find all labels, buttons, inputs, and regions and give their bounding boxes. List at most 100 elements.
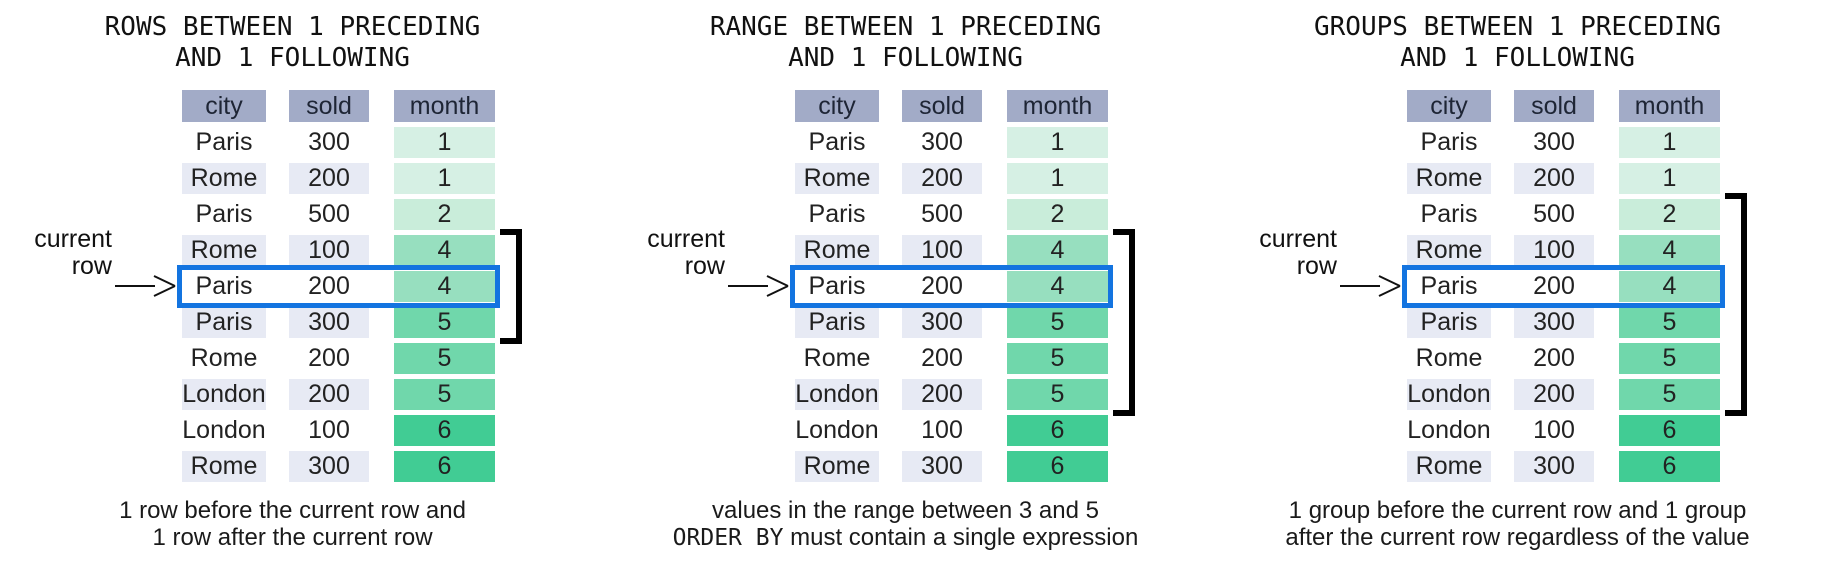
- current-row-outline: [790, 265, 1113, 308]
- cell-sold: 300: [289, 451, 369, 482]
- table-header-row: city sold month: [1225, 90, 1810, 122]
- title-line1: RANGE BETWEEN 1 PRECEDING: [709, 12, 1102, 42]
- cell-city: London: [1407, 379, 1491, 410]
- cell-city: Paris: [195, 272, 253, 300]
- current-row-label: current row: [1225, 226, 1337, 280]
- cell-month: 5: [394, 343, 495, 374]
- cell-city: Rome: [1407, 451, 1491, 482]
- cell-sold: 300: [902, 307, 982, 338]
- panel-rows: ROWS BETWEEN 1 PRECEDING AND 1 FOLLOWING…: [0, 0, 585, 574]
- cell-sold: 100: [1533, 416, 1575, 444]
- table-row: London 200 5: [0, 379, 585, 410]
- cell-month: 5: [1619, 307, 1720, 338]
- header-cell-month: month: [394, 90, 495, 122]
- current-row-arrow-icon: [1340, 275, 1401, 297]
- table-row: Rome 200 5: [0, 343, 585, 374]
- current-row-outline: [1402, 265, 1725, 308]
- table-row: London 200 5: [613, 379, 1198, 410]
- cell-month: 4: [1619, 271, 1720, 302]
- frame-bracket: [1113, 229, 1135, 416]
- cell-city: London: [795, 379, 879, 410]
- cell-city: Rome: [803, 344, 871, 372]
- cell-month: 1: [394, 163, 495, 194]
- header-cell-sold: sold: [289, 90, 369, 122]
- cell-sold: 300: [1514, 307, 1594, 338]
- cell-sold: 200: [308, 344, 350, 372]
- table-row: Paris 300 5: [1225, 307, 1810, 338]
- table-row: Rome 200 1: [613, 163, 1198, 194]
- cell-month: 6: [1007, 451, 1108, 482]
- panel-title: ROWS BETWEEN 1 PRECEDING AND 1 FOLLOWING: [0, 12, 585, 74]
- cell-month: 1: [1007, 163, 1108, 194]
- header-cell-city: city: [1407, 90, 1491, 122]
- cell-sold: 200: [1514, 379, 1594, 410]
- table-row: Rome 300 6: [613, 451, 1198, 482]
- cell-city: Paris: [1420, 128, 1478, 156]
- cell-sold: 200: [921, 272, 963, 300]
- title-line1: GROUPS BETWEEN 1 PRECEDING: [1314, 12, 1721, 42]
- cell-month: 5: [1007, 379, 1108, 410]
- header-cell-sold: sold: [902, 90, 982, 122]
- table-row: Paris 500 2: [613, 199, 1198, 230]
- data-table: city sold month Paris 300 1 Rome 200 1 Paris 500 2 R…: [0, 0, 585, 574]
- cell-sold: 300: [289, 307, 369, 338]
- table-row: Rome 100 4: [1225, 235, 1810, 266]
- caption-line2: 1 row after the current row: [152, 524, 433, 551]
- cell-month: 4: [1007, 271, 1108, 302]
- table-row: Paris 300 5: [0, 307, 585, 338]
- panel-range: RANGE BETWEEN 1 PRECEDING AND 1 FOLLOWIN…: [613, 0, 1198, 574]
- panel-title: GROUPS BETWEEN 1 PRECEDING AND 1 FOLLOWI…: [1225, 12, 1810, 74]
- title-line2: AND 1 FOLLOWING: [175, 43, 410, 73]
- cell-city: Paris: [1407, 307, 1491, 338]
- cell-sold: 200: [1533, 272, 1575, 300]
- caption-line2: after the current row regardless of the …: [1285, 524, 1750, 551]
- cell-month: 5: [1007, 343, 1108, 374]
- caption-line1: values in the range between 3 and 5: [712, 497, 1099, 524]
- cell-city: Rome: [190, 344, 258, 372]
- header-cell-city: city: [182, 90, 266, 122]
- current-row-arrow-icon: [115, 275, 176, 297]
- header-cell-month: month: [1007, 90, 1108, 122]
- table-row: Rome 200 1: [0, 163, 585, 194]
- table-header-row: city sold month: [613, 90, 1198, 122]
- cell-sold: 200: [289, 163, 369, 194]
- table-row: Paris 300 5: [613, 307, 1198, 338]
- cell-month: 4: [1007, 235, 1108, 266]
- cell-city: Rome: [182, 163, 266, 194]
- cell-city: Paris: [195, 128, 253, 156]
- cell-city: Paris: [795, 307, 879, 338]
- cell-month: 5: [394, 307, 495, 338]
- cell-month: 2: [394, 199, 495, 230]
- cell-sold: 100: [1514, 235, 1594, 266]
- cell-month: 4: [1619, 235, 1720, 266]
- cell-sold: 500: [921, 200, 963, 228]
- caption-line2: ORDER BY must contain a single expressio…: [613, 524, 1198, 552]
- cell-month: 6: [1007, 415, 1108, 446]
- cell-sold: 500: [1533, 200, 1575, 228]
- caption-keyword: ORDER BY: [672, 525, 784, 551]
- cell-month: 4: [394, 235, 495, 266]
- current-row-label-line1: current: [1259, 225, 1337, 253]
- current-row-label-line2: row: [71, 252, 112, 280]
- frame-bracket: [1725, 193, 1747, 416]
- panel-title: RANGE BETWEEN 1 PRECEDING AND 1 FOLLOWIN…: [613, 12, 1198, 74]
- cell-city: Paris: [1420, 272, 1478, 300]
- table-row: London 200 5: [1225, 379, 1810, 410]
- cell-city: London: [795, 416, 879, 444]
- current-row-label: current row: [0, 226, 112, 280]
- panel-caption: 1 group before the current row and 1 gro…: [1225, 497, 1810, 551]
- table-row: Rome 300 6: [1225, 451, 1810, 482]
- title-line2: AND 1 FOLLOWING: [788, 43, 1023, 73]
- cell-city: Paris: [195, 200, 253, 228]
- table-row: Rome 200 5: [1225, 343, 1810, 374]
- table-row: Paris 300 1: [1225, 127, 1810, 158]
- table-row: Rome 100 4: [613, 235, 1198, 266]
- table-row: Paris 300 1: [0, 127, 585, 158]
- table-row: Rome 100 4: [0, 235, 585, 266]
- panel-caption: 1 row before the current row and 1 row a…: [0, 497, 585, 551]
- cell-month: 4: [394, 271, 495, 302]
- cell-sold: 200: [308, 272, 350, 300]
- current-row-arrow-icon: [728, 275, 789, 297]
- cell-city: Rome: [1415, 344, 1483, 372]
- current-row-label-line1: current: [34, 225, 112, 253]
